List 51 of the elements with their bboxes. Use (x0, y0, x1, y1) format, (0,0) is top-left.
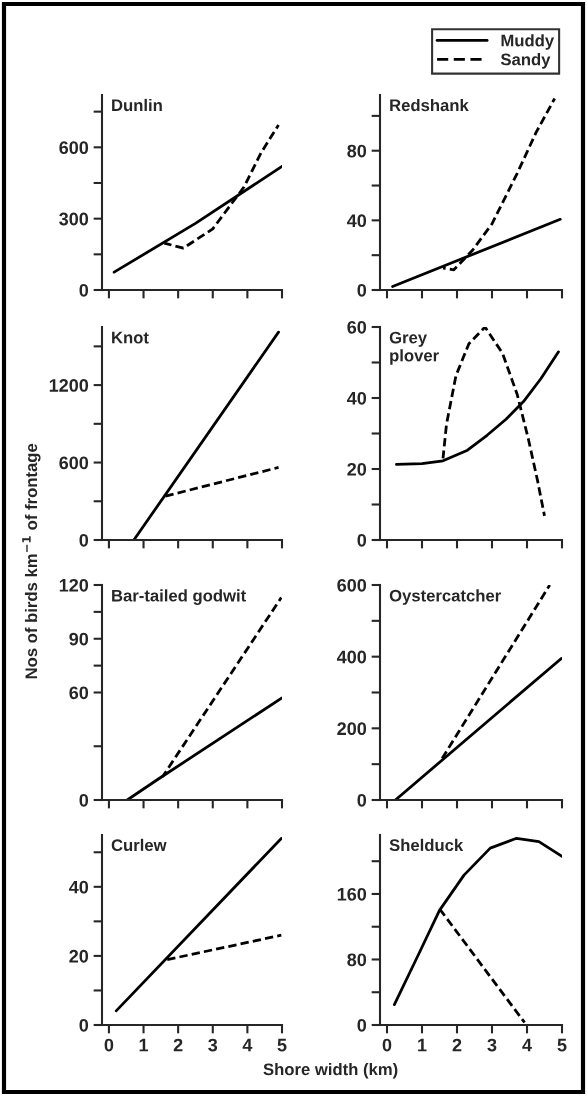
y-tick-label: 80 (347, 144, 367, 158)
y-tick-label: 0 (357, 1018, 367, 1032)
x-tick-label: 5 (277, 1038, 287, 1052)
y-tick-label: 0 (79, 533, 89, 547)
y-tick-label: 600 (59, 141, 89, 155)
chart-title: Knot (112, 331, 149, 344)
x-tick-label: 5 (557, 1038, 567, 1052)
y-tick-label: 20 (347, 462, 367, 476)
x-tick-label: 1 (418, 1038, 427, 1052)
text: Grey plover (389, 331, 439, 365)
x-tick-label: 1 (139, 1038, 149, 1052)
x-axis-title: Shore width (km) (263, 1063, 398, 1079)
y-tick-label: 40 (69, 880, 89, 894)
y-tick-label: 60 (69, 686, 89, 700)
y-tick-label: 40 (347, 214, 367, 228)
y-tick-label: 90 (69, 632, 89, 646)
y-tick-label: 400 (336, 650, 367, 664)
legend-label: Muddy (501, 34, 555, 50)
x-tick-label: 4 (242, 1038, 253, 1052)
y-tick-label: 300 (59, 212, 89, 226)
y-tick-label: 600 (337, 578, 367, 592)
y-tick-label: 0 (357, 283, 367, 297)
y-tick-label: 0 (79, 283, 89, 297)
chart-title: Dunlin (112, 98, 162, 112)
x-tick-label: 0 (382, 1038, 392, 1052)
chart-title: Bar-tailed godwit (112, 589, 246, 605)
legend-label: Sandy (500, 53, 551, 69)
y-tick-label: 120 (59, 578, 89, 592)
y-tick-label: 160 (337, 887, 367, 901)
y-tick-label: 0 (79, 793, 89, 807)
y-tick-label: 20 (69, 949, 89, 963)
y-tick-label: 40 (347, 391, 367, 405)
y-tick-label: 0 (357, 793, 367, 807)
y-tick-label: 1200 (49, 379, 89, 392)
x-tick-label: 0 (104, 1038, 114, 1052)
y-tick-label: 600 (59, 456, 89, 470)
x-tick-label: 2 (173, 1038, 183, 1052)
y-tick-label: 60 (347, 320, 367, 334)
y-tick-label: 80 (347, 953, 367, 967)
y-tick-label: 0 (357, 533, 367, 547)
x-tick-label: 2 (452, 1038, 462, 1052)
chart-title: Redshank (390, 98, 469, 112)
x-tick-label: 3 (487, 1038, 497, 1052)
chart-title: Oystercatcher (389, 589, 501, 605)
x-tick-label: 4 (522, 1038, 532, 1052)
y-tick-label: 200 (337, 722, 367, 736)
chart-title: Shelduck (389, 838, 464, 852)
y-axis-title: Nos of birds km$^{−1}$ of frontage (22, 443, 41, 679)
x-tick-label: 3 (208, 1038, 218, 1052)
y-tick-label: 0 (79, 1018, 89, 1032)
chart-title: Curlew (111, 838, 167, 852)
